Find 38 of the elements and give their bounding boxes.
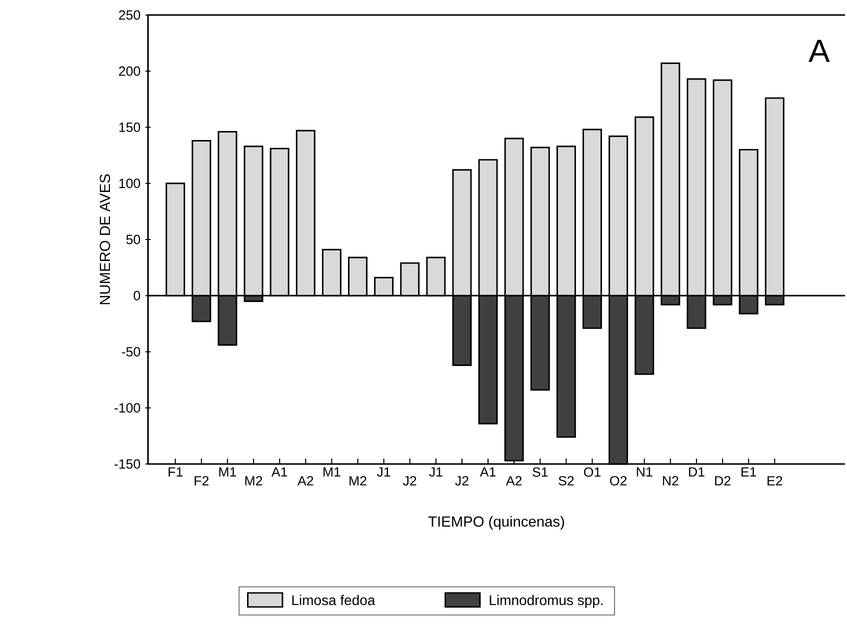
x-tick-label: O2 [610, 476, 627, 486]
y-axis-title: NUMERO DE AVES [100, 174, 110, 304]
x-tick-label: A1 [271, 467, 288, 477]
x-tick-label: J2 [455, 476, 468, 486]
x-tick-label: D2 [715, 476, 730, 486]
y-tick-label: 250 [119, 10, 140, 20]
x-tick-label: M1 [324, 467, 340, 477]
x-axis-title: TIEMPO (quincenas) [428, 516, 564, 530]
x-tick-label: A2 [506, 476, 522, 486]
y-tick-label: 100 [119, 178, 140, 188]
legend-label: Limosa fedoa [292, 594, 376, 606]
x-tick-label: F1 [168, 467, 183, 477]
x-tick-label: O1 [584, 467, 601, 477]
legend-label: Limnodromus spp. [490, 594, 603, 608]
y-tick-label: 50 [126, 234, 140, 244]
x-tick-label: M1 [219, 467, 236, 477]
y-tick-label: 0 [134, 290, 140, 300]
y-tick-label: 150 [119, 122, 140, 132]
x-tick-label: M2 [245, 476, 262, 486]
x-tick-label: F2 [194, 476, 209, 486]
x-tick-label: A2 [298, 476, 314, 486]
x-tick-label: J1 [376, 467, 390, 477]
x-tick-label: E2 [768, 476, 782, 486]
text: A [808, 40, 830, 62]
y-tick-label: -100 [114, 403, 140, 413]
x-tick-label: M2 [350, 476, 366, 486]
x-tick-label: J1 [429, 467, 442, 477]
x-tick-label: N1 [636, 467, 652, 477]
y-tick-label: -50 [122, 347, 140, 356]
y-tick-label: -150 [114, 459, 140, 469]
x-tick-label: S2 [558, 476, 574, 486]
y-tick-label: 200 [119, 66, 140, 76]
x-tick-label: E1 [742, 467, 756, 477]
x-tick-label: D1 [689, 467, 704, 477]
x-tick-label: S1 [532, 467, 548, 477]
x-tick-label: A1 [480, 467, 496, 477]
x-tick-label: J2 [403, 476, 416, 486]
x-tick-label: N2 [662, 476, 678, 486]
